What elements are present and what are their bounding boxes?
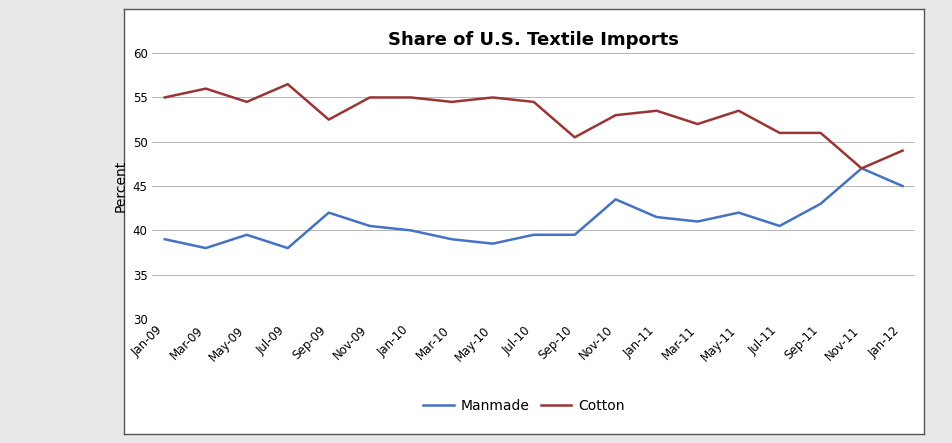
- Cotton: [364, 95, 375, 100]
- Manmade: [486, 241, 498, 246]
- Manmade: [896, 183, 907, 189]
- Manmade: [814, 201, 825, 206]
- Cotton: [323, 117, 334, 122]
- Manmade: [773, 223, 784, 229]
- Cotton: [568, 135, 580, 140]
- Cotton: [405, 95, 416, 100]
- Title: Share of U.S. Textile Imports: Share of U.S. Textile Imports: [387, 31, 679, 49]
- Manmade: [446, 237, 457, 242]
- Manmade: [855, 166, 866, 171]
- Manmade: [527, 232, 539, 237]
- Manmade: [568, 232, 580, 237]
- Manmade: [691, 219, 703, 224]
- Manmade: [650, 214, 662, 220]
- Legend: Manmade, Cotton: Manmade, Cotton: [417, 393, 630, 418]
- Manmade: [241, 232, 252, 237]
- Cotton: [241, 99, 252, 105]
- Cotton: [691, 121, 703, 127]
- Manmade: [323, 210, 334, 215]
- Manmade: [159, 237, 170, 242]
- Manmade: [609, 197, 621, 202]
- Y-axis label: Percent: Percent: [113, 160, 127, 212]
- Cotton: [855, 166, 866, 171]
- Manmade: [282, 245, 293, 251]
- Cotton: [732, 108, 744, 113]
- Line: Cotton: Cotton: [165, 84, 902, 168]
- Line: Manmade: Manmade: [165, 168, 902, 248]
- Cotton: [814, 130, 825, 136]
- Cotton: [609, 113, 621, 118]
- Cotton: [527, 99, 539, 105]
- Cotton: [200, 86, 211, 91]
- Cotton: [446, 99, 457, 105]
- Cotton: [650, 108, 662, 113]
- Cotton: [282, 82, 293, 87]
- Cotton: [486, 95, 498, 100]
- Cotton: [159, 95, 170, 100]
- Cotton: [773, 130, 784, 136]
- Manmade: [200, 245, 211, 251]
- Cotton: [896, 148, 907, 153]
- Manmade: [364, 223, 375, 229]
- Manmade: [732, 210, 744, 215]
- Manmade: [405, 228, 416, 233]
